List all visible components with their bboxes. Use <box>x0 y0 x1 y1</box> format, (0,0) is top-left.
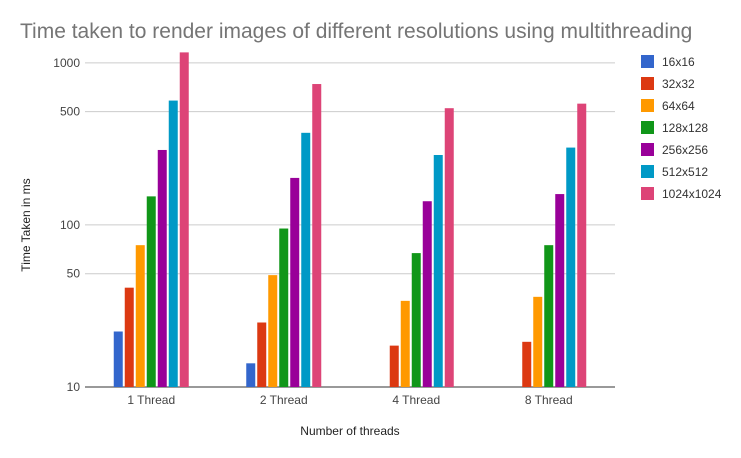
legend-swatch <box>641 99 654 112</box>
bar <box>157 149 167 387</box>
y-tick-label: 100 <box>60 218 80 232</box>
x-axis-ticks: 1 Thread 2 Thread 4 Thread 8 Thread <box>127 393 572 407</box>
legend-label: 64x64 <box>662 99 695 113</box>
y-tick-label: 50 <box>67 267 81 281</box>
legend-swatch <box>641 165 654 178</box>
y-tick-label: 10 <box>67 380 81 394</box>
x-tick-label: 1 Thread <box>127 393 175 407</box>
bar <box>257 322 267 387</box>
bar <box>312 84 322 387</box>
bar <box>522 341 532 387</box>
legend-label: 128x128 <box>662 121 708 135</box>
x-tick-label: 2 Thread <box>260 393 308 407</box>
bar <box>577 103 587 388</box>
legend: 16x16 32x32 64x64 128x128 256x256 512x512 1024… <box>641 55 722 201</box>
legend-swatch <box>641 187 654 200</box>
legend-label: 256x256 <box>662 143 708 157</box>
bar <box>179 52 189 388</box>
y-axis-title: Time Taken in ms <box>19 178 33 271</box>
bar <box>555 194 565 387</box>
bar <box>290 177 300 387</box>
bar <box>544 245 554 387</box>
bar <box>113 331 123 387</box>
bar <box>533 296 543 387</box>
bars <box>113 52 587 388</box>
bar <box>246 363 256 387</box>
y-tick-label: 500 <box>60 105 80 119</box>
x-axis-title: Number of threads <box>300 424 399 438</box>
bar <box>389 345 399 387</box>
legend-swatch <box>641 77 654 90</box>
bar <box>301 132 311 387</box>
legend-swatch <box>641 121 654 134</box>
y-axis-ticks: 10 50 100 500 1000 <box>53 56 80 394</box>
bar <box>124 287 134 387</box>
bar <box>422 201 432 387</box>
y-tick-label: 1000 <box>53 56 80 70</box>
legend-label: 16x16 <box>662 55 695 69</box>
bar <box>279 228 289 387</box>
bar <box>135 245 145 387</box>
bar <box>566 147 576 387</box>
bar <box>168 100 178 387</box>
bar <box>400 300 410 387</box>
chart-title: Time taken to render images of different… <box>20 20 692 43</box>
legend-label: 1024x1024 <box>662 187 722 201</box>
bar <box>411 253 421 387</box>
legend-swatch <box>641 55 654 68</box>
x-tick-label: 4 Thread <box>392 393 440 407</box>
bar <box>268 275 278 387</box>
legend-label: 512x512 <box>662 165 708 179</box>
legend-swatch <box>641 143 654 156</box>
x-tick-label: 8 Thread <box>525 393 573 407</box>
bar <box>433 155 443 387</box>
bar <box>146 196 156 387</box>
legend-label: 32x32 <box>662 77 695 91</box>
bar <box>444 108 454 387</box>
